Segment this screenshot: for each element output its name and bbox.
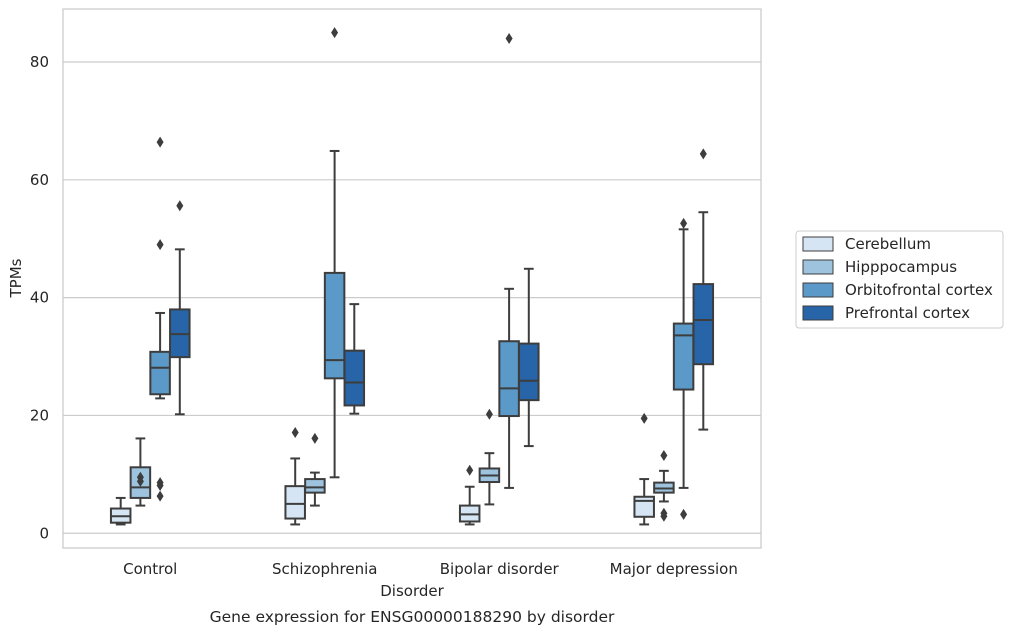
plot-frame: [62, 8, 762, 549]
box-prefrontal-cortex: [518, 342, 540, 402]
outlier-point: [156, 480, 164, 492]
box-prefrontal-cortex: [692, 283, 715, 366]
x-tick-label: Schizophrenia: [272, 560, 377, 578]
y-tick-label: 60: [30, 171, 49, 189]
x-tick-label: Control: [123, 560, 177, 578]
outlier-point: [485, 408, 493, 420]
outlier-point: [156, 136, 164, 148]
outlier-point: [156, 239, 164, 251]
box-cerebellum: [284, 485, 306, 520]
box-orbitofrontal-cortex: [498, 340, 520, 418]
legend-swatch: [802, 282, 834, 298]
box-groups: [109, 27, 715, 526]
x-axis-label: Disorder: [380, 582, 444, 600]
y-tick-label: 0: [39, 524, 49, 542]
y-tick-label: 80: [30, 53, 49, 71]
y-tick-label: 40: [30, 289, 49, 307]
box-prefrontal-cortex: [343, 349, 366, 407]
y-axis-label: TPMs: [7, 258, 25, 298]
legend-swatch: [802, 259, 834, 275]
outlier-point: [680, 217, 688, 229]
outlier-point: [660, 450, 668, 462]
box-hipppocampus: [304, 478, 326, 494]
outlier-point: [136, 475, 144, 487]
x-tick-label: Bipolar disorder: [440, 560, 560, 578]
outlier-point: [660, 510, 668, 522]
outlier-point: [331, 27, 339, 39]
legend-label: Hipppocampus: [845, 258, 957, 276]
y-tick-labels: 0 20 40 60 80: [30, 53, 49, 542]
chart-title: Gene expression for ENSG00000188290 by d…: [210, 608, 615, 626]
legend-label: Prefrontal cortex: [845, 304, 970, 322]
x-tick-labels: Control Schizophrenia Bipolar disorder Majo…: [123, 560, 738, 578]
outlier-point: [699, 148, 707, 160]
x-tick-label: Major depression: [610, 560, 738, 578]
outlier-point: [156, 490, 164, 502]
outlier-point: [291, 427, 299, 439]
legend-frame: [795, 230, 1004, 329]
outlier-point: [176, 200, 184, 212]
legend: Cerebellum Hipppocampus Orbitofrontal cort…: [795, 230, 1004, 329]
box-orbitofrontal-cortex: [149, 350, 171, 396]
legend-swatch: [802, 236, 834, 252]
y-tick-label: 20: [30, 406, 49, 424]
box-orbitofrontal-cortex: [323, 271, 346, 380]
box-cerebellum: [633, 495, 655, 518]
outlier-point: [311, 432, 319, 444]
legend-swatch: [802, 305, 834, 321]
outlier-point: [680, 508, 688, 520]
legend-label: Cerebellum: [845, 235, 931, 253]
box-orbitofrontal-cortex: [672, 322, 695, 391]
outlier-point: [466, 464, 474, 476]
outlier-point: [505, 32, 513, 44]
outlier-point: [640, 412, 648, 424]
plot-area: [63, 9, 761, 548]
legend-label: Orbitofrontal cortex: [845, 281, 993, 299]
